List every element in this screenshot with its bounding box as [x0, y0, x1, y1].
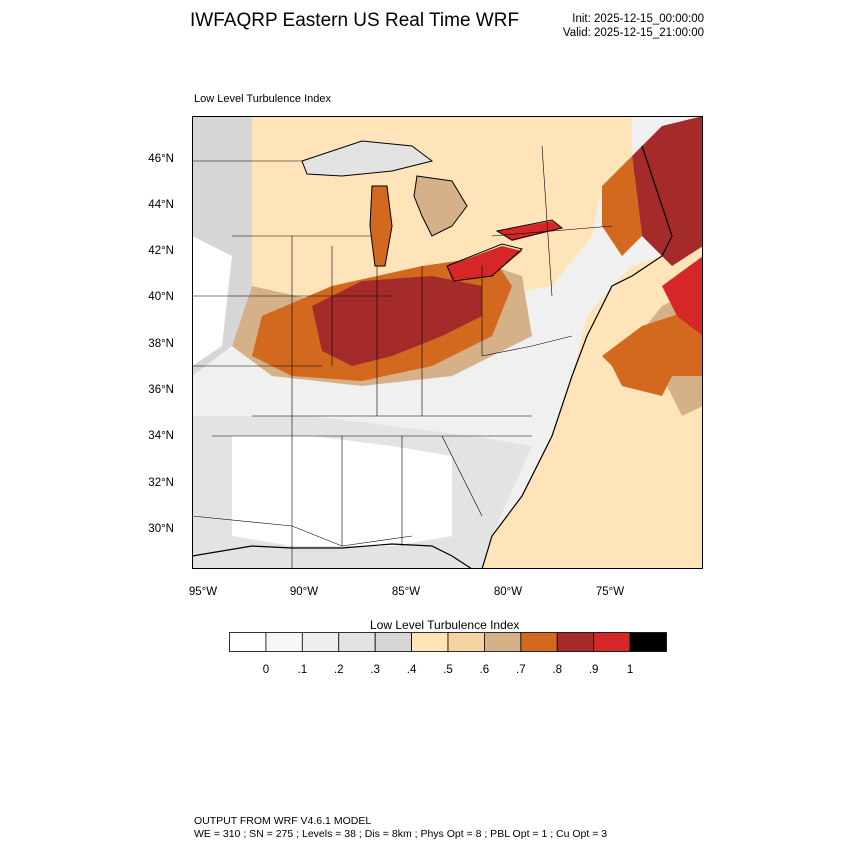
colorbar	[229, 632, 667, 652]
lon-label-85: 85°W	[391, 586, 421, 598]
colorbar-swatch	[484, 632, 522, 652]
northeast-red	[632, 116, 703, 266]
map-frame	[192, 116, 703, 569]
lat-label-46: 46°N	[148, 153, 174, 165]
panel-title: Low Level Turbulence Index	[194, 93, 331, 105]
footer-model: OUTPUT FROM WRF V4.6.1 MODEL	[194, 815, 372, 827]
lon-label-75: 75°W	[595, 586, 625, 598]
colorbar-tick-label: .5	[443, 664, 453, 676]
lat-label-30: 30°N	[148, 523, 174, 535]
footer-config: WE = 310 ; SN = 275 ; Levels = 38 ; Dis …	[194, 828, 608, 840]
valid-time: Valid: 2025-12-15_21:00:00	[562, 27, 704, 39]
lake-erie-red	[447, 246, 522, 281]
colorbar-tick-label: .2	[333, 664, 344, 676]
turbulence-map	[192, 116, 703, 569]
init-time: Init: 2025-12-15_00:00:00	[572, 13, 704, 25]
east-coastline	[481, 145, 673, 569]
colorbar-tick-label: .9	[588, 664, 599, 676]
lake-ontario-red	[497, 221, 562, 241]
colorbar-tick-label: .1	[297, 664, 308, 676]
colorbar-swatch	[338, 632, 376, 652]
lake-huron	[413, 175, 468, 237]
colorbar-swatch	[520, 632, 558, 652]
lake-michigan	[369, 185, 393, 267]
colorbar-title: Low Level Turbulence Index	[370, 618, 520, 632]
colorbar-tick-label: .8	[552, 664, 563, 676]
lat-label-44: 44°N	[148, 199, 174, 211]
colorbar-tick-label: 0	[262, 664, 270, 676]
colorbar-tick-label: 1	[626, 664, 634, 676]
colorbar-swatch	[265, 632, 303, 652]
west-white	[192, 236, 232, 366]
colorbar-swatch	[629, 632, 667, 652]
ocean-orange-plume	[602, 306, 703, 396]
gulf-coastline	[192, 543, 473, 569]
lat-label-36: 36°N	[148, 384, 174, 396]
lake-superior	[301, 140, 434, 177]
colorbar-swatch	[374, 632, 412, 652]
lat-label-42: 42°N	[148, 245, 174, 257]
chart-title: IWFAQRP Eastern US Real Time WRF	[190, 10, 520, 31]
lat-label-34: 34°N	[148, 430, 174, 442]
lake-ontario	[495, 219, 564, 241]
lat-label-40: 40°N	[148, 291, 174, 303]
colorbar-tick-label: .7	[516, 664, 526, 676]
ohio-valley-darkred	[312, 276, 482, 366]
colorbar-swatch	[556, 632, 595, 652]
lat-label-38: 38°N	[148, 338, 174, 350]
colorbar-tick-label: .4	[406, 664, 417, 676]
northeast-orange	[602, 156, 642, 256]
lon-label-80: 80°W	[493, 586, 523, 598]
state-boundaries	[192, 145, 613, 569]
colorbar-swatch	[447, 632, 485, 652]
colorbar-swatch	[593, 632, 631, 652]
colorbar-tick-label: .6	[479, 664, 490, 676]
lon-label-90: 90°W	[289, 586, 319, 598]
ocean-area	[482, 236, 703, 569]
colorbar-swatch	[229, 632, 267, 652]
lon-label-95: 95°W	[188, 586, 218, 598]
lat-label-32: 32°N	[148, 477, 174, 489]
ocean-red-plume	[662, 256, 703, 336]
colorbar-tick-label: .3	[370, 664, 380, 676]
colorbar-swatch	[411, 632, 449, 652]
colorbar-swatch	[301, 632, 340, 652]
lake-erie	[446, 243, 524, 282]
